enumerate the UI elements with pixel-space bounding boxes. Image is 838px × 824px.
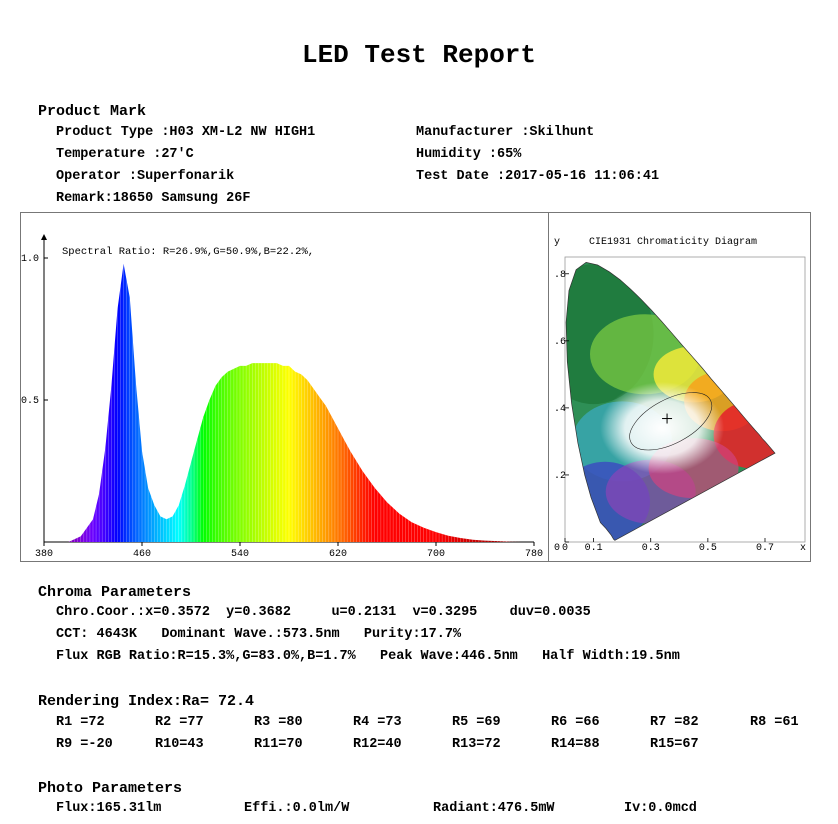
cct-dominant-purity: CCT: 4643K Dominant Wave.:573.5nm Purity…	[56, 627, 462, 642]
x-tick-label: 620	[329, 549, 347, 560]
rendering-value: R3 =80	[254, 715, 303, 730]
rendering-value: R4 =73	[353, 715, 402, 730]
cie-ylabel: y	[554, 237, 560, 248]
rendering-value: R14=88	[551, 737, 600, 752]
cie-y-tick-label: .4	[554, 404, 566, 415]
radiant-value: Radiant:476.5mW	[433, 801, 555, 816]
x-tick-label: 460	[133, 549, 151, 560]
iv-value: Iv:0.0mcd	[624, 801, 697, 816]
spectral-ratio-annotation: Spectral Ratio: R=26.9%,G=50.9%,B=22.2%,	[62, 246, 314, 258]
chart-divider	[548, 212, 549, 562]
y-tick-label: 0.5	[21, 396, 39, 407]
rendering-value: R11=70	[254, 737, 303, 752]
y-tick-label: 1.0	[21, 254, 39, 265]
manufacturer: Manufacturer :Skilhunt	[416, 125, 595, 140]
operator: Operator :Superfonarik	[56, 169, 235, 184]
rendering-value: R7 =82	[650, 715, 699, 730]
cie-y-tick-label: .8	[554, 270, 566, 281]
chroma-heading: Chroma Parameters	[38, 584, 192, 601]
rendering-value: R2 =77	[155, 715, 204, 730]
rendering-value: R6 =66	[551, 715, 600, 730]
rendering-value: R10=43	[155, 737, 204, 752]
rendering-value: R15=67	[650, 737, 699, 752]
spectrum-chart: 380 460 540 620 700 780 1.0 0.5 Spectral Ratio:…	[21, 234, 543, 560]
x-tick-label: 380	[35, 549, 53, 560]
cie-y-tick-label: .2	[554, 471, 566, 482]
rendering-value: R5 =69	[452, 715, 501, 730]
cie-y-tick-label: 0	[554, 543, 560, 554]
x-tick-label: 700	[427, 549, 445, 560]
cie-x-tick-label: 0.7	[756, 543, 774, 554]
temperature: Temperature :27'C	[56, 147, 194, 162]
cie-x-tick-label: 0.1	[585, 543, 603, 554]
chart-frame	[20, 212, 811, 562]
x-tick-label: 540	[231, 549, 249, 560]
test-date: Test Date :2017-05-16 11:06:41	[416, 169, 660, 184]
product-type: Product Type :H03 XM-L2 NW HIGH1	[56, 125, 316, 140]
cie-x-tick-label: 0	[562, 543, 568, 554]
cie-plot-border	[564, 256, 806, 543]
rendering-heading: Rendering Index:Ra= 72.4	[38, 693, 255, 710]
flux-rgb-peak-halfwidth: Flux RGB Ratio:R=15.3%,G=83.0%,B=1.7% Pe…	[56, 649, 680, 664]
rendering-value: R12=40	[353, 737, 402, 752]
rendering-value: R1 =72	[56, 715, 105, 730]
rendering-value: R9 =-20	[56, 737, 113, 752]
photo-heading: Photo Parameters	[38, 780, 183, 797]
cie-title: CIE1931 Chromaticity Diagram	[589, 236, 757, 248]
white-region	[600, 382, 725, 474]
cie-xlabel: x	[800, 543, 806, 554]
humidity: Humidity :65%	[416, 147, 522, 162]
cie-chart: y CIE1931 Chromaticity Diagram x 0 0.1 0.3…	[554, 236, 806, 554]
chroma-coordinates: Chro.Coor.:x=0.3572 y=0.3682 u=0.2131 v=…	[56, 605, 591, 620]
rendering-value: R13=72	[452, 737, 501, 752]
x-tick-label: 780	[525, 549, 543, 560]
planckian-ellipse	[629, 392, 713, 451]
flux-value: Flux:165.31lm	[56, 801, 162, 816]
cie-y-tick-label: .6	[554, 337, 566, 348]
y-axis-arrow	[41, 234, 47, 240]
report-title: LED Test Report	[301, 40, 537, 70]
cie-x-tick-label: 0.5	[699, 543, 717, 554]
efficiency-value: Effi.:0.0lm/W	[244, 801, 350, 816]
spectral-locus	[565, 262, 776, 541]
rendering-value: R8 =61	[750, 715, 799, 730]
remark: Remark:18650 Samsung 26F	[56, 191, 251, 206]
cie-x-tick-label: 0.3	[642, 543, 660, 554]
product-mark-heading: Product Mark	[38, 103, 147, 120]
